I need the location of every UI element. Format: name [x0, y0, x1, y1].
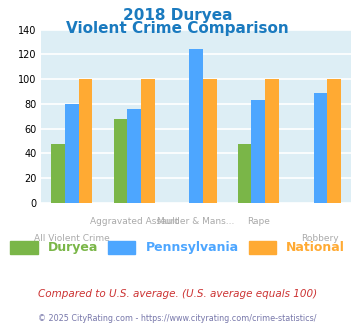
Bar	[313, 93, 327, 203]
Legend: Duryea, Pennsylvania, National: Duryea, Pennsylvania, National	[5, 236, 350, 259]
Text: © 2025 CityRating.com - https://www.cityrating.com/crime-statistics/: © 2025 CityRating.com - https://www.city…	[38, 314, 317, 323]
Text: Violent Crime Comparison: Violent Crime Comparison	[66, 21, 289, 36]
Bar	[203, 79, 217, 203]
Bar	[251, 100, 265, 203]
Bar	[114, 119, 127, 203]
Text: Rape: Rape	[247, 217, 270, 226]
Bar	[79, 79, 92, 203]
Bar	[189, 50, 203, 203]
Bar	[141, 79, 154, 203]
Bar	[327, 79, 341, 203]
Bar	[265, 79, 279, 203]
Bar	[127, 109, 141, 203]
Text: All Violent Crime: All Violent Crime	[34, 234, 110, 243]
Bar	[51, 144, 65, 203]
Text: Compared to U.S. average. (U.S. average equals 100): Compared to U.S. average. (U.S. average …	[38, 289, 317, 299]
Text: Aggravated Assault: Aggravated Assault	[90, 217, 178, 226]
Text: Murder & Mans...: Murder & Mans...	[158, 217, 235, 226]
Bar	[65, 104, 79, 203]
Text: Robbery: Robbery	[302, 234, 339, 243]
Text: 2018 Duryea: 2018 Duryea	[123, 8, 232, 23]
Bar	[238, 144, 251, 203]
